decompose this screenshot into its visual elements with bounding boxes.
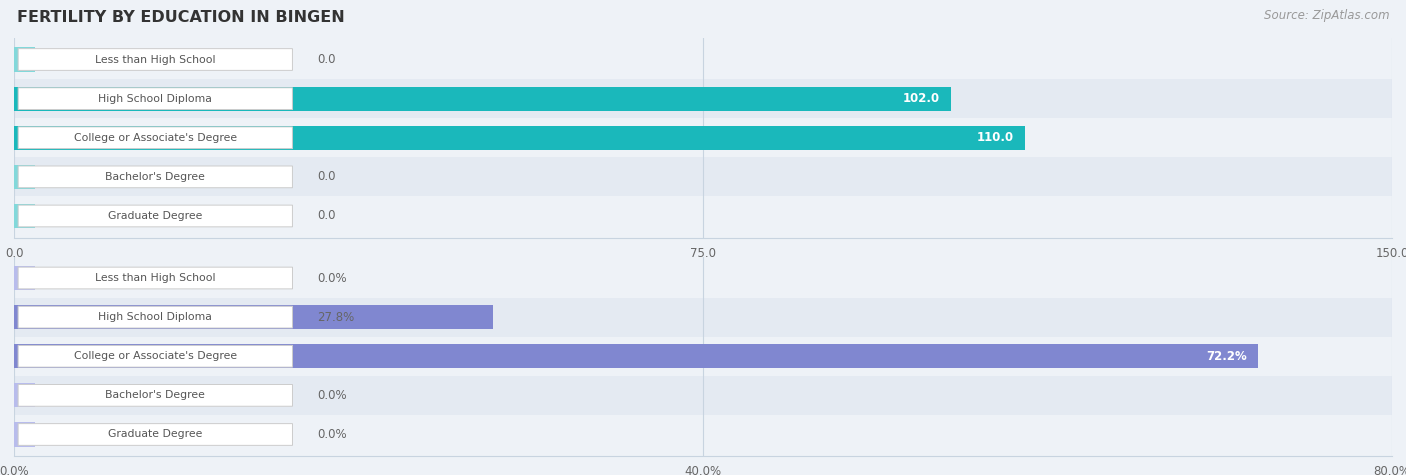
Bar <box>14 266 35 290</box>
Bar <box>0 376 1406 415</box>
Bar <box>0 297 1406 337</box>
Bar <box>14 383 35 408</box>
Text: Source: ZipAtlas.com: Source: ZipAtlas.com <box>1264 10 1389 22</box>
Text: 0.0: 0.0 <box>318 171 336 183</box>
Bar <box>14 165 35 189</box>
Text: 0.0%: 0.0% <box>318 389 347 402</box>
Text: Graduate Degree: Graduate Degree <box>108 429 202 439</box>
FancyBboxPatch shape <box>18 345 292 367</box>
FancyBboxPatch shape <box>18 424 292 446</box>
FancyBboxPatch shape <box>18 306 292 328</box>
Text: 72.2%: 72.2% <box>1206 350 1247 363</box>
Text: High School Diploma: High School Diploma <box>98 94 212 104</box>
Text: Less than High School: Less than High School <box>96 55 215 65</box>
FancyBboxPatch shape <box>18 88 292 110</box>
Bar <box>0 415 1406 454</box>
Text: College or Associate's Degree: College or Associate's Degree <box>73 351 236 361</box>
Text: 0.0: 0.0 <box>318 53 336 66</box>
Text: Graduate Degree: Graduate Degree <box>108 211 202 221</box>
Bar <box>0 157 1406 197</box>
Bar <box>14 204 35 228</box>
Bar <box>14 422 35 446</box>
Bar <box>14 48 35 72</box>
FancyBboxPatch shape <box>18 48 292 70</box>
Text: High School Diploma: High School Diploma <box>98 312 212 322</box>
Bar <box>14 305 494 329</box>
Text: FERTILITY BY EDUCATION IN BINGEN: FERTILITY BY EDUCATION IN BINGEN <box>17 10 344 25</box>
Text: 27.8%: 27.8% <box>318 311 354 323</box>
Text: 0.0: 0.0 <box>318 209 336 222</box>
Text: 0.0%: 0.0% <box>318 272 347 285</box>
Bar <box>0 40 1406 79</box>
Text: 102.0: 102.0 <box>903 92 941 105</box>
Text: Bachelor's Degree: Bachelor's Degree <box>105 172 205 182</box>
FancyBboxPatch shape <box>18 205 292 227</box>
FancyBboxPatch shape <box>18 166 292 188</box>
FancyBboxPatch shape <box>18 267 292 289</box>
Bar <box>14 86 950 111</box>
Text: 110.0: 110.0 <box>976 131 1014 144</box>
Bar <box>14 344 1257 369</box>
Text: Less than High School: Less than High School <box>96 273 215 283</box>
FancyBboxPatch shape <box>18 384 292 406</box>
Bar <box>0 258 1406 297</box>
Bar <box>0 337 1406 376</box>
Bar <box>0 118 1406 157</box>
FancyBboxPatch shape <box>18 127 292 149</box>
Bar <box>0 197 1406 236</box>
Text: Bachelor's Degree: Bachelor's Degree <box>105 390 205 400</box>
Text: College or Associate's Degree: College or Associate's Degree <box>73 133 236 143</box>
Bar <box>14 125 1025 150</box>
Bar <box>0 79 1406 118</box>
Text: 0.0%: 0.0% <box>318 428 347 441</box>
